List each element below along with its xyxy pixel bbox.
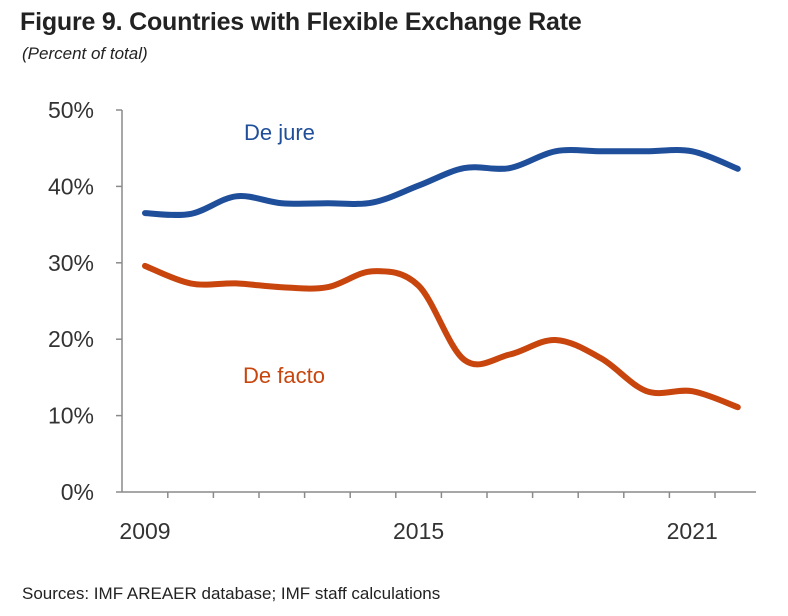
series-label-de-jure: De jure: [244, 120, 315, 145]
tick-labels: 0% 10% 20% 30% 40% 50% 2009 2015 2021: [48, 97, 718, 544]
x-tick-label: 2009: [119, 518, 170, 544]
source-note: Sources: IMF AREAER database; IMF staff …: [22, 584, 441, 603]
series-lines: [142, 146, 741, 411]
y-tick-label: 20%: [48, 326, 94, 352]
y-tick-label: 50%: [48, 97, 94, 123]
y-tick-label: 10%: [48, 403, 94, 429]
y-tick-label: 30%: [48, 250, 94, 276]
series-line-de-jure: [142, 146, 741, 218]
series-labels: De jure De facto: [243, 120, 325, 388]
chart-title: Figure 9. Countries with Flexible Exchan…: [20, 8, 582, 36]
x-tick-label: 2015: [393, 518, 444, 544]
series-label-de-facto: De facto: [243, 363, 325, 388]
chart-subtitle: (Percent of total): [22, 44, 148, 63]
y-tick-label: 0%: [61, 479, 94, 505]
y-tick-label: 40%: [48, 173, 94, 199]
x-tick-label: 2021: [667, 518, 718, 544]
axes: [116, 109, 756, 498]
series-line-de-facto: [142, 262, 741, 411]
